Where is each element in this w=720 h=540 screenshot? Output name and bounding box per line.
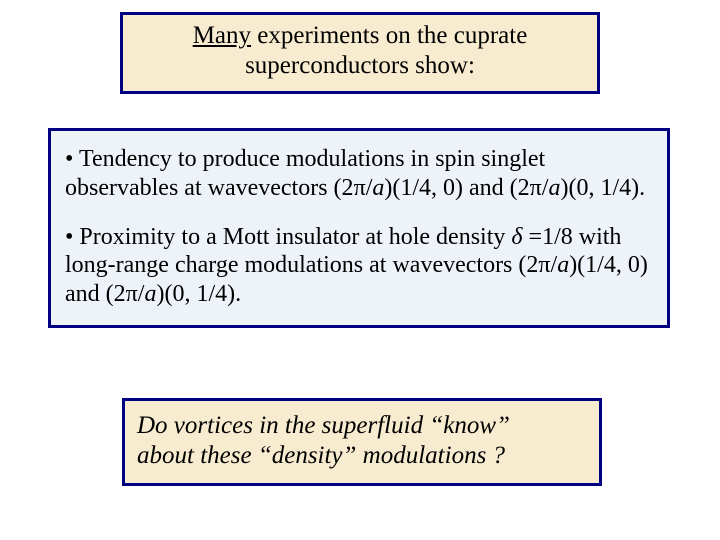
bullet2-suffix: )(0, 1/4). [156, 281, 241, 307]
var-a: a [557, 252, 569, 278]
body-box: • Tendency to produce modulations in spi… [48, 128, 670, 328]
title-underlined-word: Many [193, 22, 251, 49]
var-a: a [372, 175, 384, 201]
title-box: Many experiments on the cuprate supercon… [120, 12, 600, 94]
question-line1: Do vortices in the superfluid “know” [137, 412, 510, 439]
delta-symbol: δ [511, 224, 522, 250]
pi-symbol: π [354, 175, 366, 201]
question-line2: about these “density” modulations ? [137, 442, 505, 469]
bullet-2: • Proximity to a Mott insulator at hole … [65, 223, 653, 309]
slide: Many experiments on the cuprate supercon… [0, 0, 720, 540]
pi-symbol: π [530, 175, 542, 201]
bullet-1: • Tendency to produce modulations in spi… [65, 145, 653, 203]
bullet2-prefix: • Proximity to a Mott insulator at hole … [65, 224, 511, 250]
bullet1-mid: )(1/4, 0) and (2 [384, 175, 529, 201]
title-rest-line1: experiments on the cuprate [251, 22, 527, 49]
bullet1-suffix: )(0, 1/4). [560, 175, 645, 201]
var-a: a [144, 281, 156, 307]
var-a: a [548, 175, 560, 201]
title-line2: superconductors show: [245, 52, 475, 79]
question-box: Do vortices in the superfluid “know” abo… [122, 398, 602, 486]
pi-symbol: π [538, 252, 550, 278]
pi-symbol: π [126, 281, 138, 307]
